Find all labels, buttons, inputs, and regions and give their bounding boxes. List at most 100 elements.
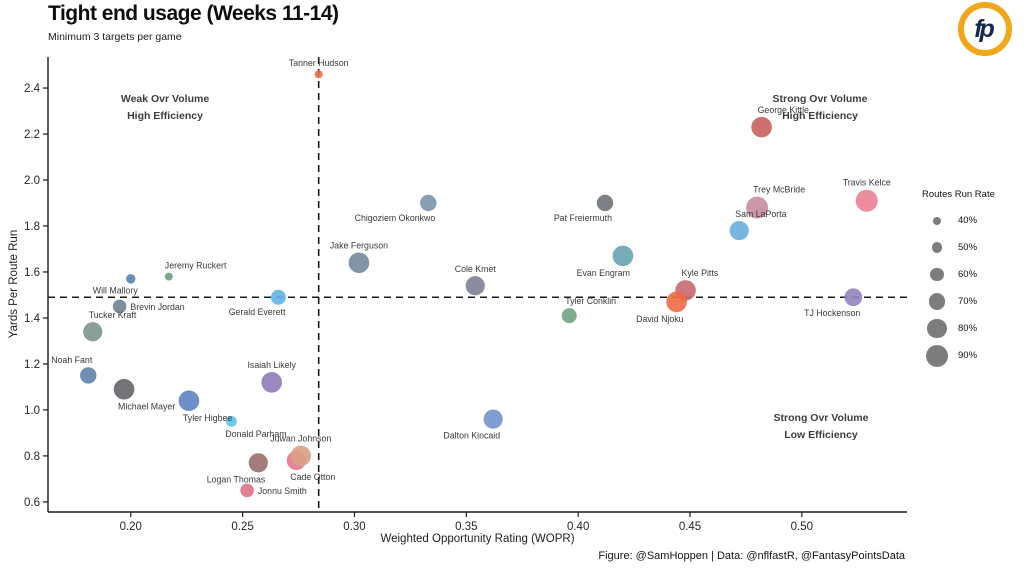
fantasypoints-logo-text: fp [974,14,995,43]
y-tick-label: 2.2 [24,129,40,141]
data-point-label: Kyle Pitts [682,268,719,278]
legend-size-dot [931,242,943,253]
data-point-label: David Njoku [636,314,684,324]
legend-size-label: 90% [958,350,978,361]
data-point [348,252,370,274]
y-tick-label: 2.0 [24,175,40,187]
quadrant-label-line: Strong Ovr Volume [773,412,869,424]
legend-dot-cell [922,293,952,310]
legend-item: 50% [922,234,1022,261]
data-point-label: Sam LaPorta [735,209,786,219]
data-point-label: Juwan Johnson [270,434,331,444]
legend-size-dot [928,293,946,310]
data-point-label: TJ Hockenson [804,308,860,318]
legend-item: 40% [922,207,1022,234]
data-point-label: Dalton Kincaid [443,431,500,441]
data-point-label: Isaiah Likely [247,360,296,370]
data-point-label: Tyler Conklin [565,296,616,306]
data-point [844,288,863,307]
data-point [248,453,268,473]
y-tick-label: 1.0 [24,405,40,417]
legend-size-label: 70% [958,296,978,307]
data-point [420,194,437,212]
quadrant-label-weak-volume-high-efficiency: Weak Ovr Volume High Efficiency [60,91,270,125]
data-point [112,299,127,314]
legend-title: Routes Run Rate [922,189,995,200]
data-point-label: George Kittle [758,105,809,115]
data-point [855,189,878,212]
y-tick-label: 0.6 [24,497,40,509]
x-tick-label: 0.45 [679,521,701,533]
data-point [126,274,136,284]
y-tick-label: 1.6 [24,267,40,279]
data-point-label: Trey McBride [753,185,805,195]
legend-item: 70% [922,288,1022,315]
y-tick-label: 1.2 [24,359,40,371]
legend-item: 80% [922,315,1022,342]
quadrant-label-strong-volume-low-efficiency: Strong Ovr Volume Low Efficiency [716,410,926,444]
data-point [561,308,577,324]
y-tick-label: 0.8 [24,451,40,463]
data-point [666,291,687,313]
legend-dot-cell [922,318,952,339]
data-point-label: Cade Otton [290,472,335,482]
y-tick-label: 2.4 [24,83,41,95]
data-point [164,272,173,281]
data-point-label: Michael Mayer [118,402,175,412]
data-point [751,116,772,138]
data-point-label: Tucker Kraft [89,310,137,320]
figure-credit: Figure: @SamHoppen | Data: @nflfastR, @F… [598,550,905,562]
fantasypoints-logo: fp [958,2,1012,56]
quadrant-label-line: High Efficiency [127,110,203,122]
quadrant-label-line: Strong Ovr Volume [772,93,868,105]
data-point-label: Jake Ferguson [330,240,388,250]
quadrant-label-line: Weak Ovr Volume [120,93,210,105]
data-point [83,322,103,342]
data-point-label: Chigoziem Okonkwo [355,213,436,223]
legend-dot-cell [922,267,952,282]
legend-dot-cell [922,344,952,367]
data-point [596,194,614,212]
x-tick-label: 0.25 [231,521,253,533]
data-point-label: Brevin Jordan [130,302,184,312]
quadrant-label-strong-volume-high-efficiency: Strong Ovr Volume High Efficiency [715,91,925,125]
data-point-label: Cole Kmet [455,264,497,274]
data-point [240,483,254,498]
x-tick-label: 0.40 [567,521,589,533]
data-point [80,367,97,384]
data-point-label: Evan Engram [577,268,630,278]
x-tick-label: 0.50 [791,521,813,533]
data-point [226,416,237,427]
data-point-label: Jeremy Ruckert [165,261,227,271]
data-point [483,409,503,429]
legend-size-label: 60% [958,269,978,280]
legend-dot-cell [922,216,952,225]
x-axis-title: Weighted Opportunity Rating (WOPR) [380,533,575,545]
data-point [178,390,200,412]
data-point-label: Noah Fant [51,355,93,365]
data-point [746,196,769,219]
data-point-label: Tanner Hudson [289,58,349,68]
legend-item: 90% [922,342,1022,369]
data-point-label: Pat Freiermuth [554,213,612,223]
legend-size-label: 80% [958,323,978,334]
size-legend: Routes Run Rate 40% 50% 60% 70% 80% 90% [922,189,1022,369]
data-point-label: Gerald Everett [229,307,286,317]
data-point [314,70,323,79]
x-tick-label: 0.30 [343,521,365,533]
data-point [261,372,282,393]
data-point-label: Donald Parham [225,429,286,439]
data-point-label: Jonnu Smith [258,486,307,496]
data-point-label: Tyler Higbee [183,413,232,423]
legend-item: 60% [922,261,1022,288]
data-point-label: Travis Kelce [843,178,891,188]
legend-size-label: 40% [958,215,978,226]
data-point [465,276,485,296]
data-point [612,245,634,267]
legend-size-dot [926,344,948,367]
data-point-label: Will Mallory [93,286,139,296]
data-point [290,445,312,467]
chart-subtitle: Minimum 3 targets per game [48,31,182,43]
y-tick-label: 1.4 [24,313,41,325]
